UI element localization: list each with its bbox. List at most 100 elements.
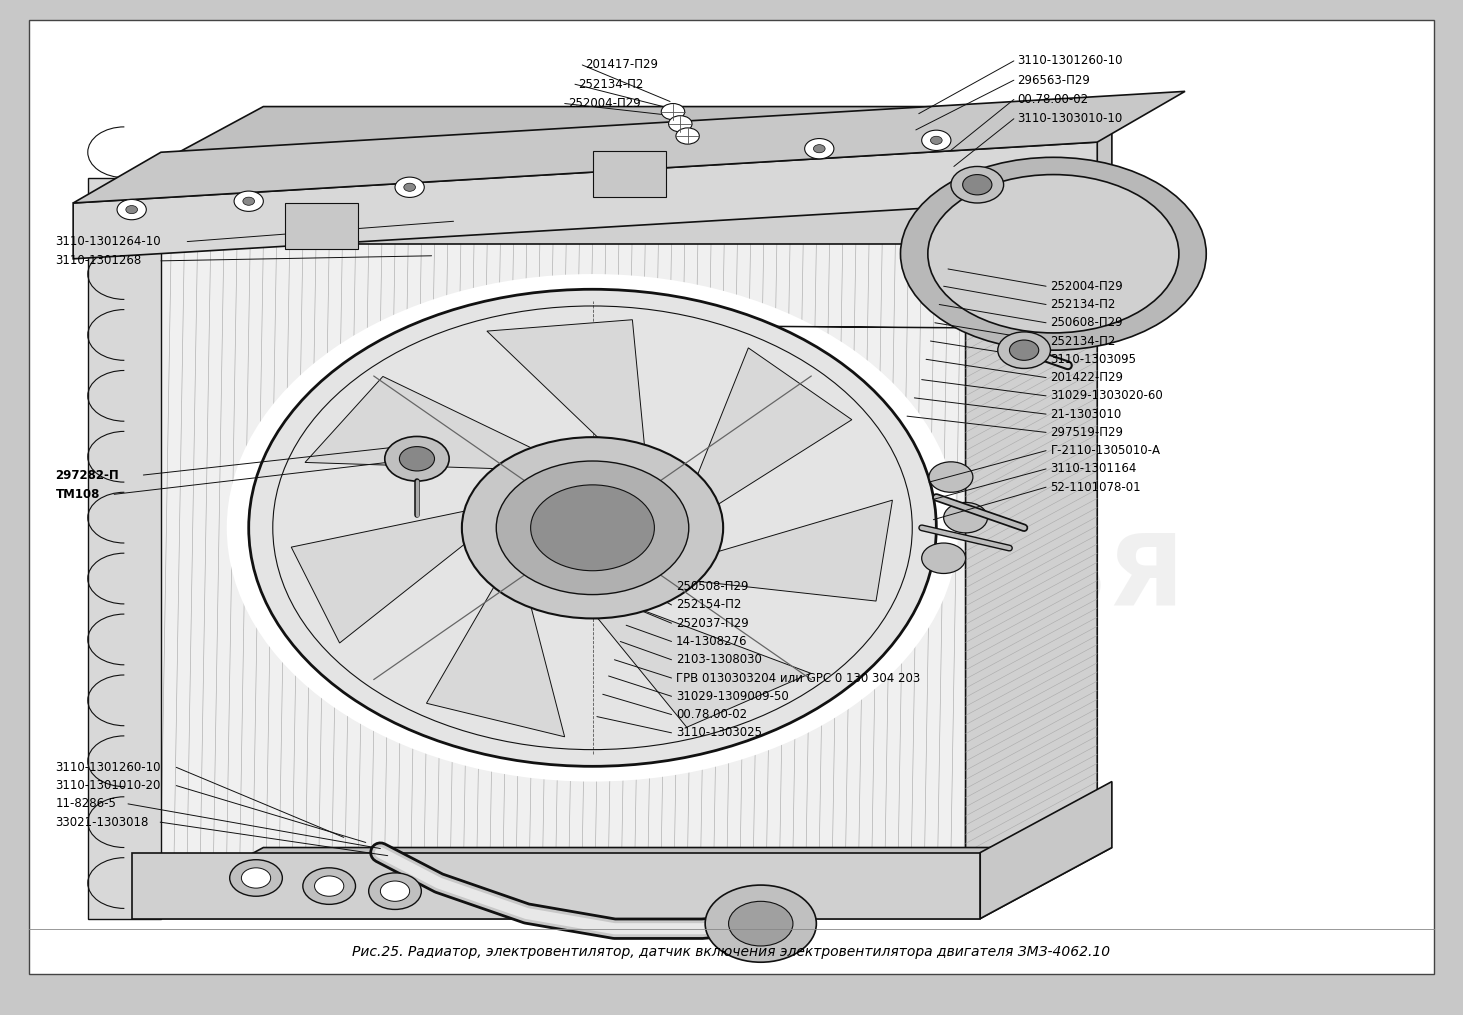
Text: 252037-П29: 252037-П29 (676, 617, 749, 629)
Polygon shape (73, 142, 1097, 259)
Circle shape (399, 447, 435, 471)
Text: 252134-П2: 252134-П2 (1050, 298, 1116, 311)
Circle shape (395, 178, 424, 198)
Text: 3110-1301010-20: 3110-1301010-20 (56, 780, 161, 792)
Text: ТМ108: ТМ108 (56, 488, 99, 500)
Text: 296563-П29: 296563-П29 (1017, 74, 1090, 86)
Text: ПЛА: ПЛА (168, 469, 413, 566)
Text: 297282-П: 297282-П (56, 469, 120, 481)
Circle shape (230, 860, 282, 896)
Text: 3110-1301268: 3110-1301268 (56, 255, 142, 267)
Circle shape (234, 191, 263, 211)
Text: ГРВ 0130303204 или GPC 0 130 304 203: ГРВ 0130303204 или GPC 0 130 304 203 (676, 672, 920, 684)
Polygon shape (132, 107, 1112, 178)
Circle shape (531, 485, 654, 570)
Circle shape (676, 128, 699, 144)
Text: НЕ: НЕ (519, 469, 672, 566)
Text: 3110-1301164: 3110-1301164 (1050, 463, 1137, 475)
Text: 3110-1301264-10: 3110-1301264-10 (56, 235, 161, 248)
Circle shape (951, 166, 1004, 203)
Text: 250508-П29: 250508-П29 (676, 581, 749, 593)
Circle shape (963, 175, 992, 195)
Circle shape (922, 543, 966, 573)
Polygon shape (73, 91, 1185, 203)
Text: 3110-1301260-10: 3110-1301260-10 (1017, 55, 1122, 67)
Circle shape (249, 289, 936, 766)
Text: 00.78.00-02: 00.78.00-02 (676, 708, 748, 721)
Polygon shape (132, 848, 1112, 919)
Polygon shape (688, 348, 851, 519)
Circle shape (944, 502, 988, 533)
Polygon shape (146, 233, 966, 863)
Circle shape (813, 145, 825, 152)
Polygon shape (132, 853, 980, 919)
Text: 3110-1301260-10: 3110-1301260-10 (56, 761, 161, 773)
Ellipse shape (900, 157, 1206, 350)
Circle shape (669, 116, 692, 132)
Circle shape (369, 873, 421, 909)
Text: 3110-1303025: 3110-1303025 (676, 727, 762, 739)
Circle shape (227, 274, 958, 782)
Polygon shape (666, 500, 892, 601)
Text: 201417-П29: 201417-П29 (585, 59, 658, 71)
Text: 52-1101078-01: 52-1101078-01 (1050, 481, 1141, 493)
Circle shape (661, 104, 685, 120)
Ellipse shape (928, 175, 1179, 333)
Circle shape (705, 885, 816, 962)
Polygon shape (291, 504, 494, 642)
Text: 3110-1303010-10: 3110-1303010-10 (1017, 113, 1122, 125)
Polygon shape (304, 377, 557, 470)
Text: 252154-П2: 252154-П2 (676, 599, 742, 611)
Circle shape (462, 437, 723, 618)
Text: 31029-1303020-60: 31029-1303020-60 (1050, 390, 1163, 402)
Text: 11-8286-5: 11-8286-5 (56, 798, 117, 810)
Text: 3110-1303095: 3110-1303095 (1050, 353, 1137, 365)
Circle shape (241, 868, 271, 888)
Polygon shape (88, 178, 161, 919)
Circle shape (922, 130, 951, 150)
Polygon shape (966, 162, 1097, 863)
Polygon shape (285, 203, 358, 249)
Circle shape (126, 205, 138, 213)
Polygon shape (487, 320, 647, 467)
Circle shape (729, 901, 793, 946)
Text: 252004-П29: 252004-П29 (1050, 280, 1124, 292)
Circle shape (1009, 340, 1039, 360)
Text: 252004-П29: 252004-П29 (568, 97, 641, 110)
Polygon shape (593, 151, 666, 197)
Circle shape (385, 436, 449, 481)
Text: 21-1303010: 21-1303010 (1050, 408, 1122, 420)
Text: 297519-П29: 297519-П29 (1050, 426, 1124, 438)
Circle shape (117, 199, 146, 220)
Text: Рис.25. Радиатор, электровентилятор, датчик включения электровентилятора двигате: Рис.25. Радиатор, электровентилятор, дат… (353, 945, 1110, 959)
Text: 252134-П2: 252134-П2 (578, 78, 644, 90)
Text: 33021-1303018: 33021-1303018 (56, 816, 149, 828)
Text: Г-2110-1305010-А: Г-2110-1305010-А (1050, 445, 1160, 457)
Circle shape (929, 462, 973, 492)
Text: 201422-П29: 201422-П29 (1050, 371, 1124, 384)
Circle shape (380, 881, 410, 901)
Text: 14-1308276: 14-1308276 (676, 635, 748, 648)
Circle shape (315, 876, 344, 896)
Text: 252134-П2: 252134-П2 (1050, 335, 1116, 347)
Polygon shape (563, 325, 995, 328)
Polygon shape (146, 162, 1097, 233)
Polygon shape (980, 782, 1112, 919)
Text: ЗЗЯ: ЗЗЯ (966, 530, 1185, 627)
Circle shape (998, 332, 1050, 368)
Polygon shape (980, 107, 1112, 244)
Text: 2103-1308030: 2103-1308030 (676, 654, 762, 666)
Text: ТА: ТА (746, 469, 892, 566)
Circle shape (930, 136, 942, 144)
Circle shape (243, 197, 255, 205)
Circle shape (404, 184, 415, 191)
Text: 250608-П29: 250608-П29 (1050, 317, 1124, 329)
Polygon shape (427, 566, 565, 737)
Polygon shape (132, 178, 980, 244)
Text: 31029-1309009-50: 31029-1309009-50 (676, 690, 789, 702)
Circle shape (805, 139, 834, 159)
Polygon shape (582, 598, 811, 728)
Text: 00.78.00-02: 00.78.00-02 (1017, 93, 1088, 106)
Circle shape (303, 868, 356, 904)
Circle shape (496, 461, 689, 595)
